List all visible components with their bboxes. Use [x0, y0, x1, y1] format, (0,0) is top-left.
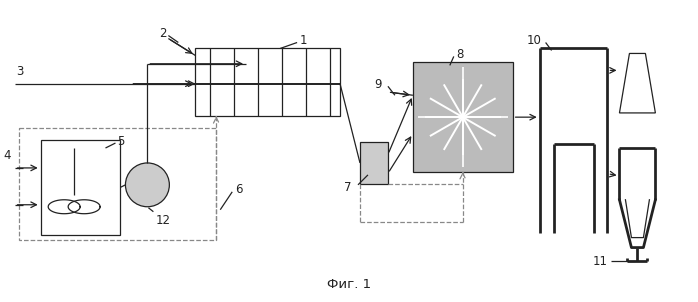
Text: 4: 4 — [3, 149, 10, 162]
Text: 12: 12 — [156, 214, 170, 227]
Bar — [413, 63, 512, 172]
Text: 7: 7 — [345, 181, 352, 194]
Text: 5: 5 — [117, 135, 125, 148]
Text: 3: 3 — [17, 65, 24, 78]
Text: 8: 8 — [456, 48, 463, 61]
Text: 2: 2 — [159, 27, 166, 40]
Text: 10: 10 — [527, 34, 542, 47]
Text: 11: 11 — [593, 255, 607, 268]
Bar — [195, 49, 340, 116]
Polygon shape — [619, 53, 655, 113]
Text: Фиг. 1: Фиг. 1 — [327, 278, 371, 291]
Bar — [19, 128, 216, 239]
Bar — [40, 140, 121, 235]
Bar — [360, 142, 388, 184]
Circle shape — [126, 163, 170, 207]
Text: 6: 6 — [235, 183, 243, 196]
Text: 1: 1 — [300, 34, 308, 47]
Text: 9: 9 — [374, 78, 382, 91]
